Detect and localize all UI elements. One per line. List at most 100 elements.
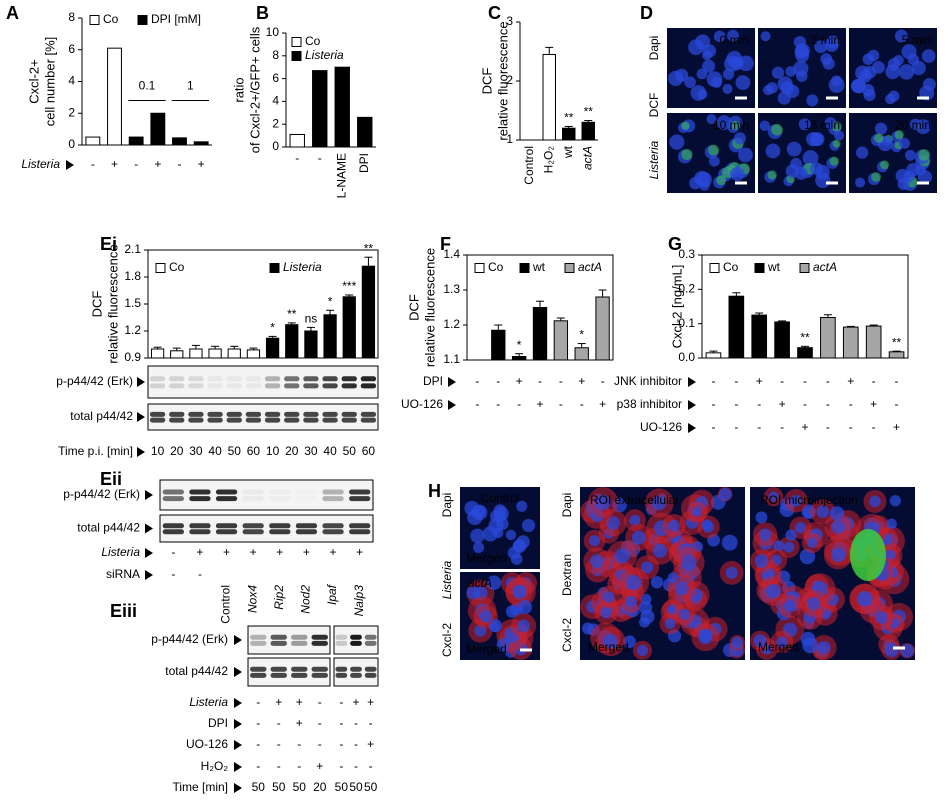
y-axis-label: relative fluorescence (105, 244, 120, 363)
nucleus (831, 75, 843, 87)
legend-label: Co (723, 260, 739, 274)
x-tick-label: wt (561, 145, 575, 159)
bar (312, 70, 328, 148)
blot-band (303, 376, 319, 382)
nucleus (589, 535, 601, 547)
nucleus (780, 81, 794, 95)
dcf-stain (767, 170, 777, 180)
blot-band (322, 523, 344, 529)
blot-band (364, 640, 377, 646)
bar (705, 352, 722, 359)
legend-label: Listeria (305, 48, 344, 62)
nucleus (650, 576, 664, 589)
blot-band (188, 376, 204, 382)
blot-band (264, 376, 281, 382)
nucleus (776, 636, 788, 648)
arrow-marker (137, 377, 145, 387)
y-axis-label: Cxcl-2+ (26, 59, 41, 103)
y-tick-label: 3 (506, 14, 513, 28)
blot-band (270, 672, 287, 678)
condition-sign: - (91, 157, 95, 171)
condition-sign: - (872, 420, 876, 434)
nucleus (590, 554, 604, 568)
legend-label: wt (767, 260, 781, 274)
y-axis-label: Cxcl-2 [ng/mL] (669, 265, 684, 349)
condition-sign: + (223, 545, 230, 559)
y-tick-label: 8 (272, 48, 279, 62)
condition-sign: + (756, 374, 763, 388)
condition-sign: - (354, 759, 358, 773)
blot-band (270, 634, 287, 640)
y-axis-label: relative fluorescence (495, 21, 510, 140)
bar (323, 314, 337, 359)
blot-band (250, 634, 267, 640)
legend-label: actA (813, 260, 837, 274)
condition-sign: - (803, 397, 807, 411)
blot-band (291, 666, 308, 672)
nucleus (733, 132, 746, 145)
y-axis-label: DCF (479, 68, 494, 95)
nucleus (784, 600, 796, 613)
bar (581, 121, 595, 141)
arrow-marker (137, 447, 145, 457)
y-tick-label: 0.1 (678, 316, 695, 330)
nucleus (696, 68, 708, 80)
condition-sign: - (734, 420, 738, 434)
dcf-stain (894, 130, 904, 140)
blot-band (335, 634, 348, 640)
blot-band (322, 489, 344, 495)
blot-band (189, 529, 211, 535)
y-axis-label: DCF (89, 291, 104, 318)
nucleus (802, 637, 818, 654)
condition-sign: - (895, 374, 899, 388)
blot-band (303, 417, 319, 423)
blot-band (215, 489, 238, 495)
bar-label: *** (342, 279, 356, 293)
arrow-marker (145, 490, 153, 500)
dcf-stain (832, 139, 841, 148)
dcf-stain (874, 133, 884, 143)
blot-band (341, 383, 357, 389)
blot-row-label: total p44/42 (70, 409, 133, 423)
legend-label: actA (578, 260, 602, 274)
condition-sign: - (757, 420, 761, 434)
nucleus (777, 91, 791, 105)
blot-band (270, 666, 287, 672)
nucleus (689, 176, 702, 190)
bar (751, 314, 768, 359)
nucleus (721, 534, 738, 551)
nucleus (668, 70, 684, 87)
bar (107, 47, 122, 146)
blot-band (270, 640, 287, 646)
nucleus (698, 628, 713, 643)
nucleus (886, 518, 897, 530)
nucleus (718, 488, 732, 501)
dcf-stain (880, 160, 890, 170)
y-tick-label: 1.8 (124, 269, 141, 283)
blot-band (207, 383, 223, 389)
blot-band (284, 411, 300, 417)
condition-sign: - (178, 157, 182, 171)
condition-sign: + (893, 420, 900, 434)
blot-band (349, 523, 371, 529)
nucleus (851, 78, 867, 94)
dcf-stain (918, 149, 930, 161)
condition-sign: - (297, 737, 301, 751)
condition-sign: - (872, 374, 876, 388)
panel-letter: B (256, 3, 269, 23)
blot-frame (247, 625, 331, 655)
nucleus (822, 57, 835, 70)
dcf-stain (721, 166, 733, 179)
nucleus (884, 642, 899, 658)
bar-label: ** (287, 307, 297, 321)
panel-letter: F (440, 234, 451, 254)
bar (170, 350, 184, 359)
nucleus (887, 58, 901, 71)
nucleus (831, 520, 845, 534)
tile-caption: Merged (588, 640, 629, 654)
time-label: 20 min (895, 118, 931, 132)
condition-sign: - (171, 545, 175, 559)
blot-band (188, 411, 204, 417)
nucleus (709, 155, 720, 167)
nucleus (768, 491, 779, 502)
